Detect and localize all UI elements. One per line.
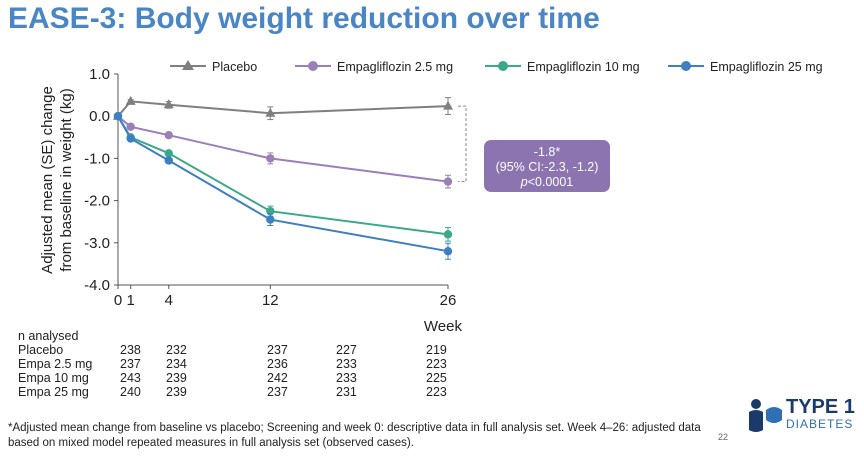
type1-diabetes-logo: TYPE 1 DIABETES	[746, 396, 856, 436]
data-point	[125, 95, 136, 105]
annotation-line1: -1.8*	[534, 145, 561, 159]
data-point	[265, 107, 276, 117]
x-tick-label: 0	[114, 292, 122, 309]
x-tick-label: 1	[127, 292, 135, 309]
legend-marker	[182, 60, 194, 70]
annotation-box	[484, 140, 610, 192]
annotation-p-symbol: p	[520, 175, 528, 189]
legend-label: Empagliflozin 25 mg	[710, 60, 823, 74]
n-table-cell: 223	[426, 385, 447, 399]
y-axis-label-line1: Adjusted mean (SE) change	[39, 86, 56, 274]
page-title: EASE-3: Body weight reduction over time	[8, 2, 600, 35]
legend-label: Empagliflozin 2.5 mg	[337, 60, 453, 74]
legend-marker	[681, 61, 691, 71]
n-table-row-label: Empa 25 mg	[18, 385, 89, 399]
n-table-cell: 233	[336, 357, 357, 371]
comparison-bracket	[458, 105, 467, 183]
n-table-header: n analysed	[18, 329, 79, 343]
data-point	[443, 230, 453, 239]
n-table-row-label: Placebo	[18, 343, 64, 357]
annotation-p-value: <0.0001	[528, 175, 574, 189]
y-axis-label-line2: from baseline in weight (kg)	[58, 88, 75, 271]
legend-marker	[308, 61, 318, 71]
n-table-cell: 239	[166, 385, 187, 399]
data-point	[266, 215, 275, 224]
n-table-cell: 236	[267, 357, 288, 371]
n-table-cell: 231	[336, 385, 357, 399]
legend-label: Empagliflozin 10 mg	[527, 60, 640, 74]
n-table-cell: 242	[267, 371, 288, 385]
x-tick-label: 26	[440, 292, 457, 309]
y-tick-label: -3.0	[84, 235, 110, 252]
data-point	[164, 156, 173, 165]
page-number: 22	[718, 432, 729, 442]
n-table-cell: 239	[166, 371, 187, 385]
legend-label: Placebo	[212, 60, 257, 74]
x-axis-label: Week	[424, 318, 463, 335]
line-chart: 1.0 0.0 -1.0 -2.0 -3.0 -4.00 1 4 12 26 Placebo Emp…	[39, 60, 823, 335]
legend-marker	[498, 61, 508, 71]
n-table-cell: 237	[267, 385, 288, 399]
data-point	[126, 134, 135, 143]
n-table-cell: 227	[336, 343, 357, 357]
annotation-line3: p<0.0001	[520, 175, 574, 189]
logo-text-type1: TYPE 1	[786, 396, 855, 418]
n-table-cell: 219	[426, 343, 447, 357]
data-point	[443, 177, 453, 186]
n-table-cell: 238	[120, 343, 141, 357]
n-table-cell: 232	[166, 343, 187, 357]
logo-figure-icon	[749, 399, 782, 432]
n-table-cell: 243	[120, 371, 141, 385]
n-table-cell: 234	[166, 357, 187, 371]
n-table-row-label: Empa 10 mg	[18, 371, 89, 385]
y-tick-label: 0.0	[89, 108, 110, 125]
data-point	[164, 149, 173, 158]
data-point	[163, 99, 174, 109]
y-tick-label: 1.0	[89, 66, 110, 83]
n-table-cell: 240	[120, 385, 141, 399]
x-tick-label: 4	[165, 292, 173, 309]
data-point	[266, 154, 275, 163]
n-table-cell: 223	[426, 357, 447, 371]
n-table-row-label: Empa 2.5 mg	[18, 357, 93, 371]
data-point	[126, 122, 135, 131]
footnote: *Adjusted mean change from baseline vs p…	[8, 422, 701, 449]
annotation-line2: (95% CI:-2.3, -1.2)	[496, 160, 599, 174]
n-table-cell: 233	[336, 371, 357, 385]
x-tick-label: 12	[262, 292, 279, 309]
data-point	[164, 130, 173, 140]
n-table-cell: 225	[426, 371, 447, 385]
y-tick-label: -4.0	[84, 277, 110, 294]
data-point	[443, 100, 453, 110]
series-line	[117, 115, 449, 183]
data-point	[113, 112, 123, 121]
data-point	[443, 247, 453, 256]
n-table-cell: 237	[120, 357, 141, 371]
n-table-cell: 237	[267, 343, 288, 357]
y-tick-label: -1.0	[84, 150, 110, 167]
y-tick-label: -2.0	[84, 193, 110, 210]
logo-text-diabetes: DIABETES	[786, 417, 854, 431]
